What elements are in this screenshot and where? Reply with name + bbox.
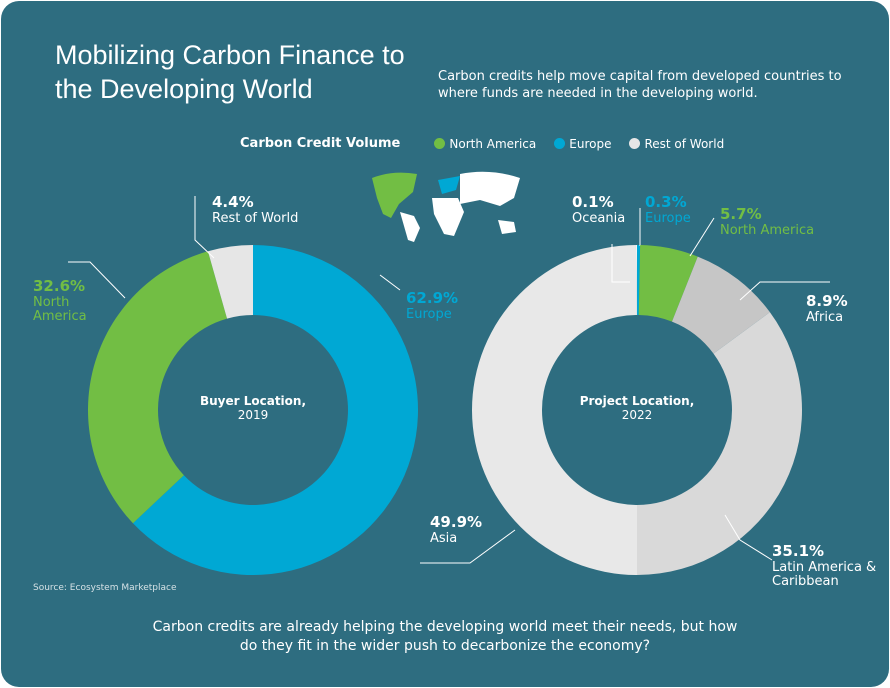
data-label: 35.1% Latin America & Caribbean bbox=[772, 541, 882, 589]
center-title: Buyer Location, bbox=[199, 394, 307, 408]
label-name: North America bbox=[720, 223, 815, 238]
leader-line bbox=[689, 217, 715, 257]
label-name: Europe bbox=[645, 211, 691, 226]
label-name: Rest of World bbox=[212, 211, 299, 226]
label-value: 32.6% bbox=[33, 277, 86, 295]
donut-slice bbox=[637, 312, 802, 575]
center-label: Buyer Location, 2019 bbox=[173, 394, 333, 422]
legend-swatch bbox=[629, 138, 641, 149]
data-label: 8.9% Africa bbox=[806, 291, 876, 325]
leader-line bbox=[194, 196, 215, 259]
legend-label: Europe bbox=[569, 136, 612, 151]
label-name: North America bbox=[33, 295, 87, 324]
donut-slice bbox=[635, 245, 637, 316]
donut-slice bbox=[132, 245, 419, 575]
legend-title: Carbon Credit Volume bbox=[240, 136, 401, 151]
label-name: Africa bbox=[806, 310, 844, 325]
label-name: Europe bbox=[406, 307, 452, 322]
data-label: 0.3% Europe bbox=[645, 192, 715, 226]
legend-label: North America bbox=[449, 136, 537, 151]
legend-item: North America bbox=[434, 137, 536, 151]
leader-line bbox=[611, 244, 630, 283]
donut-slice bbox=[207, 245, 253, 319]
label-value: 4.4% bbox=[212, 193, 254, 211]
data-label: 5.7% North America bbox=[720, 204, 830, 238]
legend-swatch bbox=[554, 138, 566, 149]
data-label: 62.9% Europe bbox=[406, 288, 486, 322]
legend-item: Rest of World bbox=[629, 137, 724, 151]
label-value: 49.9% bbox=[430, 513, 483, 531]
leader-line bbox=[724, 514, 773, 561]
label-name: Oceania bbox=[572, 211, 626, 226]
legend-item: Europe bbox=[554, 137, 611, 151]
leader-line bbox=[739, 281, 830, 301]
leader-line bbox=[379, 274, 401, 291]
donut-slice bbox=[671, 256, 770, 354]
data-label: 4.4% Rest of World bbox=[212, 192, 322, 226]
title: Mobilizing Carbon Finance to the Develop… bbox=[55, 40, 405, 104]
legend-swatch bbox=[434, 138, 446, 149]
footer: Carbon credits are already helping the d… bbox=[152, 619, 738, 654]
legend-label: Rest of World bbox=[644, 136, 725, 151]
center-title: Project Location, bbox=[579, 394, 695, 408]
world-map bbox=[372, 171, 520, 242]
label-name: Asia bbox=[430, 531, 458, 546]
center-label: Project Location, 2022 bbox=[557, 394, 717, 422]
subtitle: Carbon credits help move capital from de… bbox=[438, 69, 842, 101]
donut-slice bbox=[637, 245, 641, 316]
label-value: 5.7% bbox=[720, 205, 762, 223]
donut-slice bbox=[638, 245, 698, 322]
leader-line bbox=[68, 261, 126, 299]
label-name: Latin America & Caribbean bbox=[772, 560, 877, 589]
label-value: 0.1% bbox=[572, 193, 614, 211]
legend: Carbon Credit Volume North America Europe R… bbox=[240, 136, 734, 151]
label-value: 35.1% bbox=[772, 542, 825, 560]
label-value: 0.3% bbox=[645, 193, 687, 211]
source: Source: Ecosystem Marketplace bbox=[33, 583, 177, 593]
label-value: 8.9% bbox=[806, 292, 848, 310]
donut-slice bbox=[88, 251, 228, 524]
center-subtitle: 2019 bbox=[237, 408, 269, 422]
leader-line bbox=[420, 529, 516, 564]
donut-slice bbox=[472, 245, 637, 576]
center-subtitle: 2022 bbox=[621, 408, 653, 422]
label-value: 62.9% bbox=[406, 289, 459, 307]
data-label: 49.9% Asia bbox=[430, 512, 510, 546]
data-label: 32.6% North America bbox=[33, 276, 103, 324]
data-label: 0.1% Oceania bbox=[572, 192, 632, 226]
